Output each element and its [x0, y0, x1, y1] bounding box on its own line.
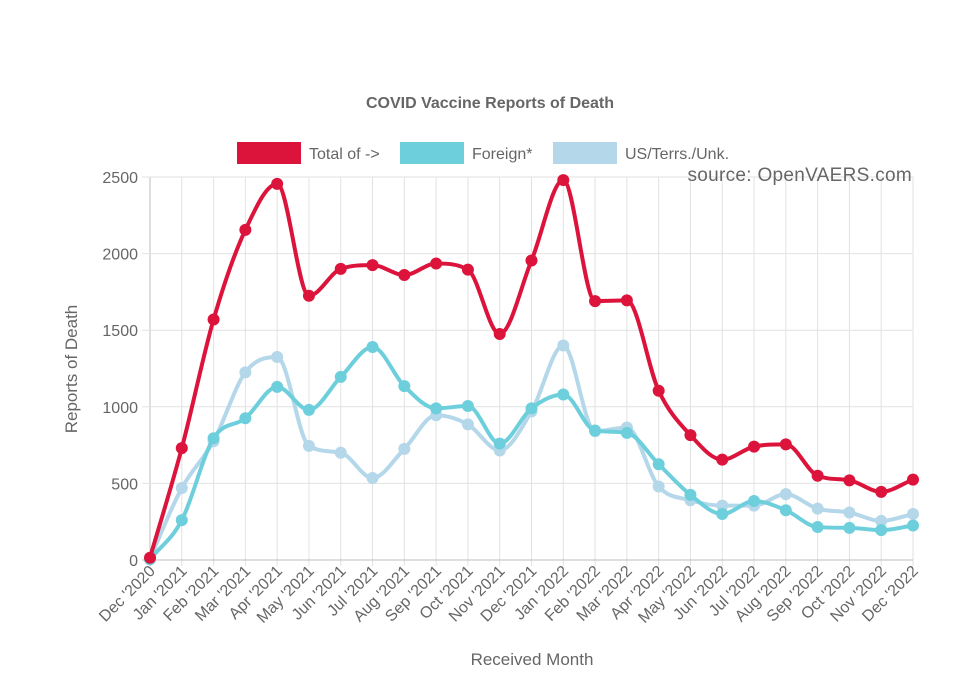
- data-point: [302, 289, 315, 302]
- data-point: [811, 502, 824, 515]
- data-point: [875, 524, 888, 537]
- data-point: [907, 508, 919, 521]
- data-point: [779, 488, 792, 501]
- legend-label: Total of ->: [309, 146, 380, 163]
- data-point: [461, 400, 474, 413]
- data-point: [175, 514, 188, 527]
- data-point: [557, 388, 570, 401]
- legend-swatch: [400, 142, 464, 164]
- data-point: [620, 294, 633, 307]
- chart-title: COVID Vaccine Reports of Death: [366, 95, 614, 112]
- y-tick-label: 500: [111, 476, 138, 493]
- data-point: [748, 495, 761, 508]
- source-label: source: OpenVAERS.com: [687, 165, 912, 186]
- y-axis-title: Reports of Death: [62, 305, 81, 434]
- data-point: [461, 418, 474, 431]
- legend-label: Foreign*: [472, 146, 532, 163]
- data-point: [525, 254, 538, 267]
- data-point: [239, 366, 252, 379]
- data-point: [398, 380, 411, 393]
- data-point: [843, 506, 856, 519]
- data-point: [811, 469, 824, 482]
- data-point: [811, 521, 824, 534]
- data-point: [334, 446, 347, 459]
- data-point: [366, 341, 379, 354]
- data-point: [366, 259, 379, 272]
- data-point: [557, 174, 570, 187]
- data-point: [271, 351, 284, 364]
- series-line: [148, 178, 915, 560]
- legend-swatch: [237, 142, 301, 164]
- data-point: [843, 474, 856, 487]
- data-point: [907, 519, 919, 532]
- data-point: [652, 480, 665, 493]
- data-point: [716, 499, 729, 512]
- data-point: [207, 313, 220, 326]
- data-point: [430, 257, 443, 270]
- x-axis-title: Received Month: [471, 650, 594, 669]
- series-total-of: [144, 174, 919, 564]
- data-point: [684, 429, 697, 442]
- data-point: [271, 380, 284, 393]
- legend-label: US/Terrs./Unk.: [625, 146, 729, 163]
- data-point: [875, 514, 888, 527]
- data-point: [779, 504, 792, 517]
- data-point: [493, 328, 506, 341]
- data-point: [589, 295, 602, 308]
- legend-swatch: [553, 142, 617, 164]
- data-point: [525, 402, 538, 415]
- data-point: [239, 223, 252, 236]
- data-point: [843, 521, 856, 534]
- series-layer: [144, 174, 919, 566]
- data-point: [716, 453, 729, 466]
- y-tick-label: 2000: [102, 247, 138, 264]
- data-point: [716, 508, 729, 521]
- legend-item: Foreign*: [400, 142, 532, 164]
- legend-item: Total of ->: [237, 142, 380, 164]
- data-point: [207, 432, 220, 445]
- data-point: [398, 442, 411, 455]
- data-point: [175, 442, 188, 455]
- data-point: [875, 485, 888, 498]
- data-point: [684, 488, 697, 501]
- data-point: [398, 269, 411, 282]
- data-point: [430, 402, 443, 415]
- y-tick-label: 1500: [102, 323, 138, 340]
- data-point: [175, 481, 188, 494]
- data-point: [334, 262, 347, 275]
- data-point: [652, 458, 665, 471]
- series-foreign: [144, 341, 919, 566]
- data-point: [302, 403, 315, 416]
- data-point: [557, 339, 570, 352]
- y-tick-label: 0: [129, 553, 138, 570]
- data-point: [589, 424, 602, 437]
- data-point: [461, 263, 474, 276]
- data-point: [779, 438, 792, 451]
- data-point: [366, 472, 379, 485]
- data-point: [334, 370, 347, 383]
- legend: Total of -> Foreign* US/Terrs./Unk.: [237, 142, 729, 164]
- data-point: [271, 177, 284, 190]
- data-point: [302, 439, 315, 452]
- grid: [142, 176, 914, 566]
- data-point: [493, 437, 506, 450]
- data-point: [748, 440, 761, 453]
- data-point: [239, 412, 252, 425]
- legend-item: US/Terrs./Unk.: [553, 142, 729, 164]
- data-point: [144, 551, 156, 564]
- data-point: [907, 473, 919, 486]
- y-tick-label: 2500: [102, 170, 138, 187]
- data-point: [620, 426, 633, 439]
- y-tick-label: 1000: [102, 400, 138, 417]
- y-axis: 0 500 1000 1500 2000 2500: [102, 170, 138, 570]
- data-point: [652, 384, 665, 397]
